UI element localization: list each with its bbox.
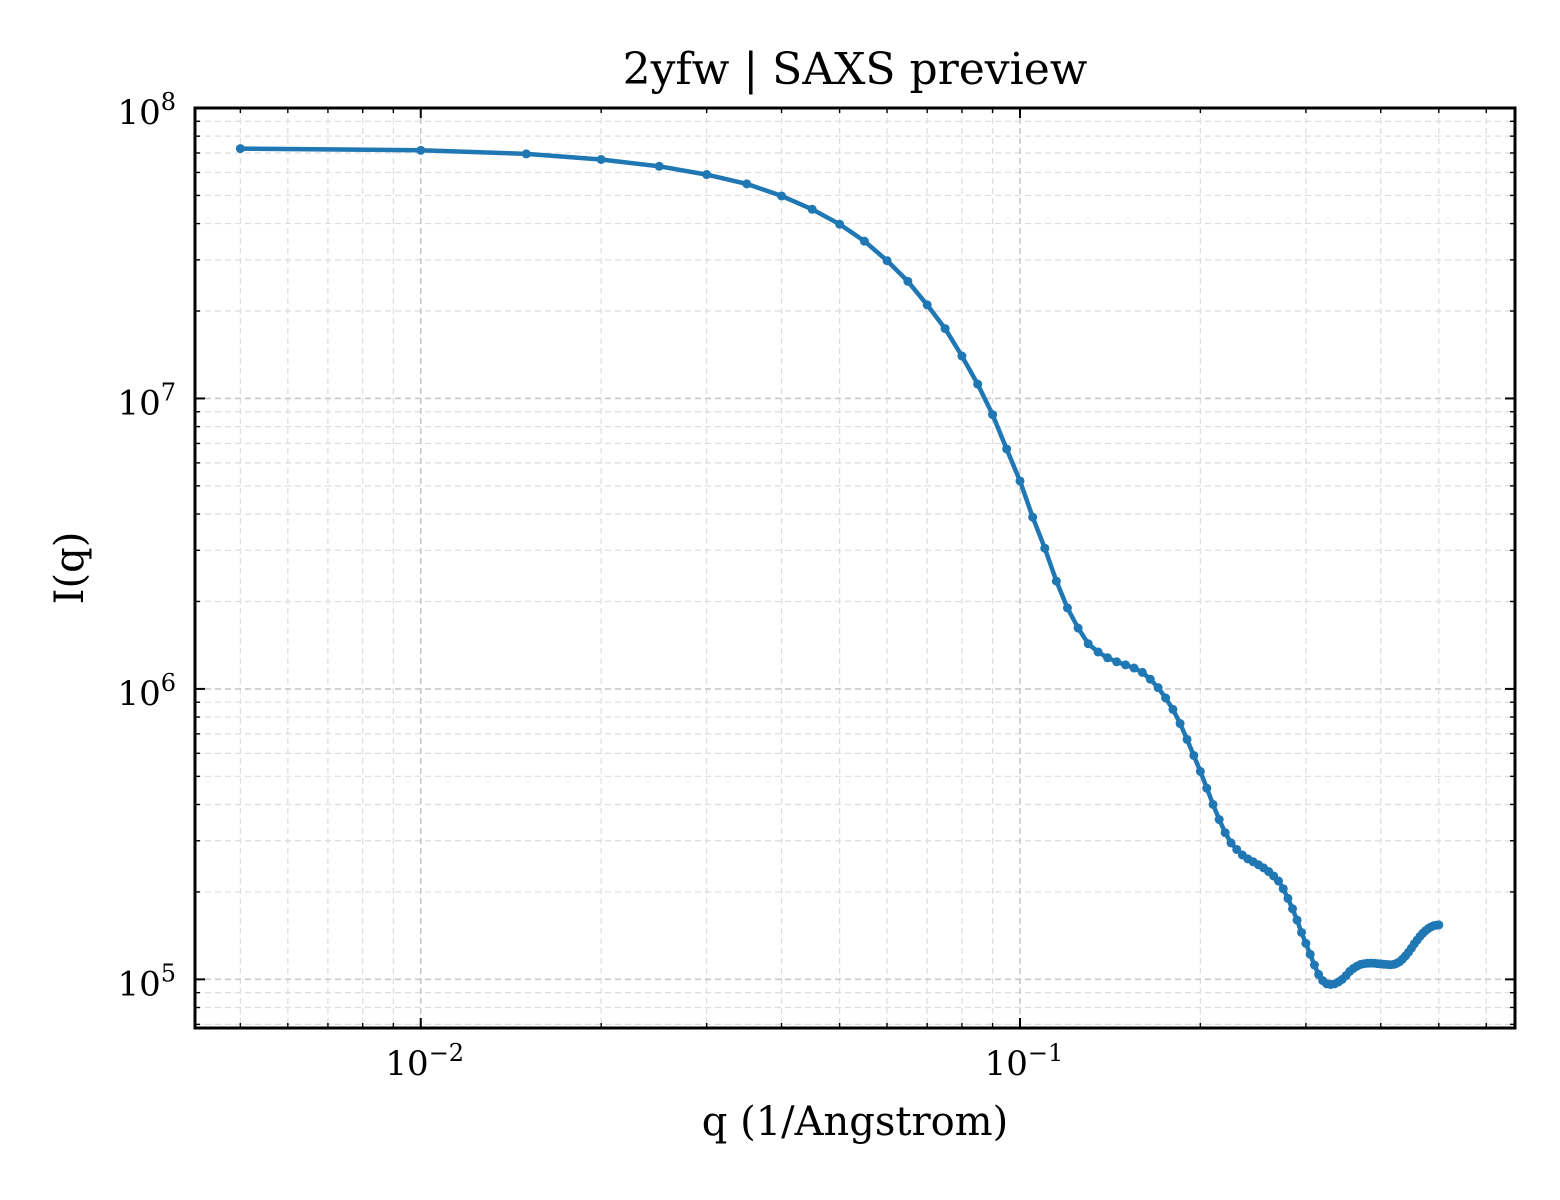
y-axis-label: I(q) (47, 532, 93, 605)
data-point (1103, 653, 1113, 663)
minor-grid (195, 108, 1515, 1028)
data-point (1297, 927, 1307, 937)
data-point (596, 154, 606, 164)
data-point (973, 379, 983, 389)
data-point (1153, 683, 1163, 693)
y-tick-label: 106 (117, 669, 176, 714)
data-point (702, 170, 712, 180)
data-point (235, 144, 245, 154)
data-point (1278, 884, 1288, 894)
data-point (903, 276, 913, 286)
data-point (1051, 576, 1061, 586)
chart-title: 2yfw | SAXS preview (623, 44, 1088, 95)
data-point (1028, 512, 1038, 522)
data-point (1434, 920, 1444, 930)
data-point (521, 149, 531, 159)
data-point (940, 324, 950, 334)
data-point (1305, 949, 1315, 959)
data-point (777, 191, 787, 201)
data-point (1301, 938, 1311, 948)
data-point (859, 236, 869, 246)
series-layer (235, 144, 1444, 990)
data-point (1175, 719, 1185, 729)
data-point (654, 161, 664, 171)
data-point (1083, 639, 1093, 649)
data-point (1214, 815, 1224, 825)
data-point (1062, 603, 1072, 613)
data-point (807, 204, 817, 214)
data-point (1232, 844, 1242, 854)
data-point (1202, 783, 1212, 793)
data-point (1129, 663, 1139, 673)
data-point (1121, 660, 1131, 670)
data-point (1189, 750, 1199, 760)
data-point (1273, 876, 1283, 886)
data-point (1226, 838, 1236, 848)
y-tick-label: 105 (117, 959, 176, 1004)
x-axis-label: q (1/Angstrom) (702, 1099, 1008, 1145)
data-point (1015, 476, 1025, 486)
data-point (1182, 734, 1192, 744)
data-point (882, 256, 892, 266)
data-point (1195, 766, 1205, 776)
x-tick-label: 10−2 (385, 1039, 464, 1084)
data-point (1292, 915, 1302, 925)
data-point (1002, 444, 1012, 454)
data-point (835, 219, 845, 229)
data-point (957, 351, 967, 361)
data-point (988, 410, 998, 420)
data-point (922, 300, 932, 310)
data-point (1288, 904, 1298, 914)
y-tick-label: 107 (117, 378, 176, 423)
data-point (1283, 893, 1293, 903)
data-point (1040, 543, 1050, 553)
data-point (1208, 799, 1218, 809)
data-point (742, 179, 752, 189)
x-tick-label: 10−1 (985, 1039, 1064, 1084)
data-point (1168, 704, 1178, 714)
tick-labels: 10−2 10−1 105 106 107 108 (117, 88, 1063, 1084)
data-point (1112, 657, 1122, 667)
data-point (1220, 828, 1230, 838)
data-point (1073, 623, 1083, 633)
data-point (1145, 674, 1155, 684)
major-grid (195, 107, 1515, 1028)
axis-ticks (195, 107, 1515, 1028)
data-point (416, 145, 426, 155)
data-point (1161, 693, 1171, 703)
data-point (1137, 667, 1147, 677)
data-point (1309, 960, 1319, 970)
data-point (1093, 647, 1103, 657)
y-tick-label: 108 (117, 88, 176, 133)
plot-frame (193, 106, 1517, 1030)
